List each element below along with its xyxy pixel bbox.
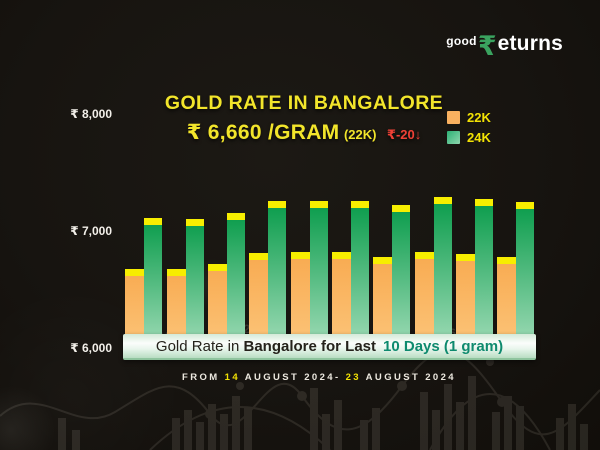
- bar-24k-day-10: [516, 202, 535, 356]
- bar-24k-day-7: [392, 204, 411, 356]
- bar-22k-day-3: [208, 264, 227, 356]
- bar-24k-day-4-cap: [268, 200, 287, 208]
- start-day: 14: [224, 372, 241, 383]
- end-month-year: AUGUST 2024: [365, 372, 456, 383]
- bar-24k-day-1-cap: [144, 218, 163, 226]
- bar-22k-day-6-cap: [332, 252, 352, 260]
- bar-22k-day-9: [456, 254, 476, 356]
- bar-22k-day-7: [373, 256, 393, 356]
- bar-22k-day-4-cap: [249, 253, 269, 261]
- logo-text-eturns: eturns: [497, 31, 563, 55]
- y-axis-label-8000: ₹ 8,000: [70, 107, 112, 121]
- legend: 22K 24K: [447, 110, 491, 150]
- current-rate-value: ₹ 6,660 /GRAM: [186, 121, 340, 144]
- goodreturns-logo: good ₹ eturns: [446, 31, 563, 60]
- bar-24k-day-7-cap: [392, 204, 411, 212]
- legend-label-24k: 24K: [467, 130, 491, 145]
- bar-24k-day-3: [227, 213, 245, 356]
- bar-22k-day-9-cap: [456, 254, 476, 262]
- chart-header: GOLD RATE IN BANGALORE ₹ 6,660 /GRAM (22…: [120, 92, 488, 145]
- banner-highlight-text: 10 Days (1 gram): [383, 337, 504, 355]
- bar-24k-day-3-cap: [227, 213, 245, 221]
- bar-22k-day-6: [332, 252, 352, 356]
- bar-22k-day-8: [414, 252, 434, 356]
- bar-22k-day-2-cap: [166, 269, 186, 277]
- rate-change-badge: ₹-20↓: [386, 127, 422, 142]
- bar-22k-day-10-cap: [497, 257, 517, 265]
- legend-label-22k: 22K: [467, 110, 491, 125]
- bar-24k-day-9-cap: [475, 198, 494, 206]
- date-range-line: FROM 14 AUGUST 2024- 23 AUGUST 2024: [36, 372, 600, 383]
- karat-label: (22K): [343, 127, 377, 142]
- bar-22k-day-3-cap: [208, 264, 227, 272]
- bar-22k-day-5: [290, 252, 310, 356]
- bar-24k-day-2: [185, 218, 204, 356]
- current-rate-line: ₹ 6,660 /GRAM (22K) ₹-20↓: [120, 120, 488, 145]
- rupee-icon: ₹: [477, 31, 497, 61]
- bar-24k-day-6-cap: [351, 200, 370, 208]
- logo-text-good: good: [446, 33, 477, 48]
- bar-22k-day-10: [497, 257, 517, 356]
- bar-24k-day-1: [144, 218, 163, 356]
- bar-22k-day-8-cap: [414, 252, 434, 260]
- legend-swatch-22k-icon: [447, 111, 460, 124]
- legend-swatch-24k-icon: [447, 131, 460, 144]
- bar-24k-day-9: [475, 198, 494, 356]
- bar-24k-day-10-cap: [516, 202, 535, 210]
- legend-item-22k: 22K: [447, 110, 491, 125]
- from-label: FROM: [182, 372, 220, 383]
- bar-22k-day-7-cap: [373, 256, 393, 264]
- bar-22k-day-4: [249, 253, 269, 356]
- bar-24k-day-8: [433, 197, 452, 356]
- bar-24k-day-5-cap: [309, 201, 328, 209]
- banner-prefix: Gold Rate in: [155, 337, 240, 355]
- bar-24k-day-4: [268, 200, 287, 356]
- bar-22k-day-1-cap: [125, 269, 145, 277]
- start-month-year: AUGUST 2024-: [244, 372, 341, 383]
- y-axis-label-7000: ₹ 7,000: [70, 224, 112, 238]
- chart-title: GOLD RATE IN BANGALORE: [164, 92, 444, 114]
- bar-22k-day-5-cap: [290, 252, 310, 260]
- chart-caption-banner: Gold Rate in Bangalore for Last 10 Days …: [123, 334, 536, 360]
- bar-24k-day-2-cap: [185, 218, 204, 226]
- bar-24k-day-6: [351, 200, 370, 356]
- end-day: 23: [345, 372, 361, 383]
- banner-bold-text: Bangalore for Last: [243, 337, 377, 355]
- bar-24k-day-5: [309, 201, 328, 356]
- legend-item-24k: 24K: [447, 130, 491, 145]
- y-axis-label-6000: ₹ 6,000: [70, 341, 112, 355]
- bar-24k-day-8-cap: [433, 197, 452, 205]
